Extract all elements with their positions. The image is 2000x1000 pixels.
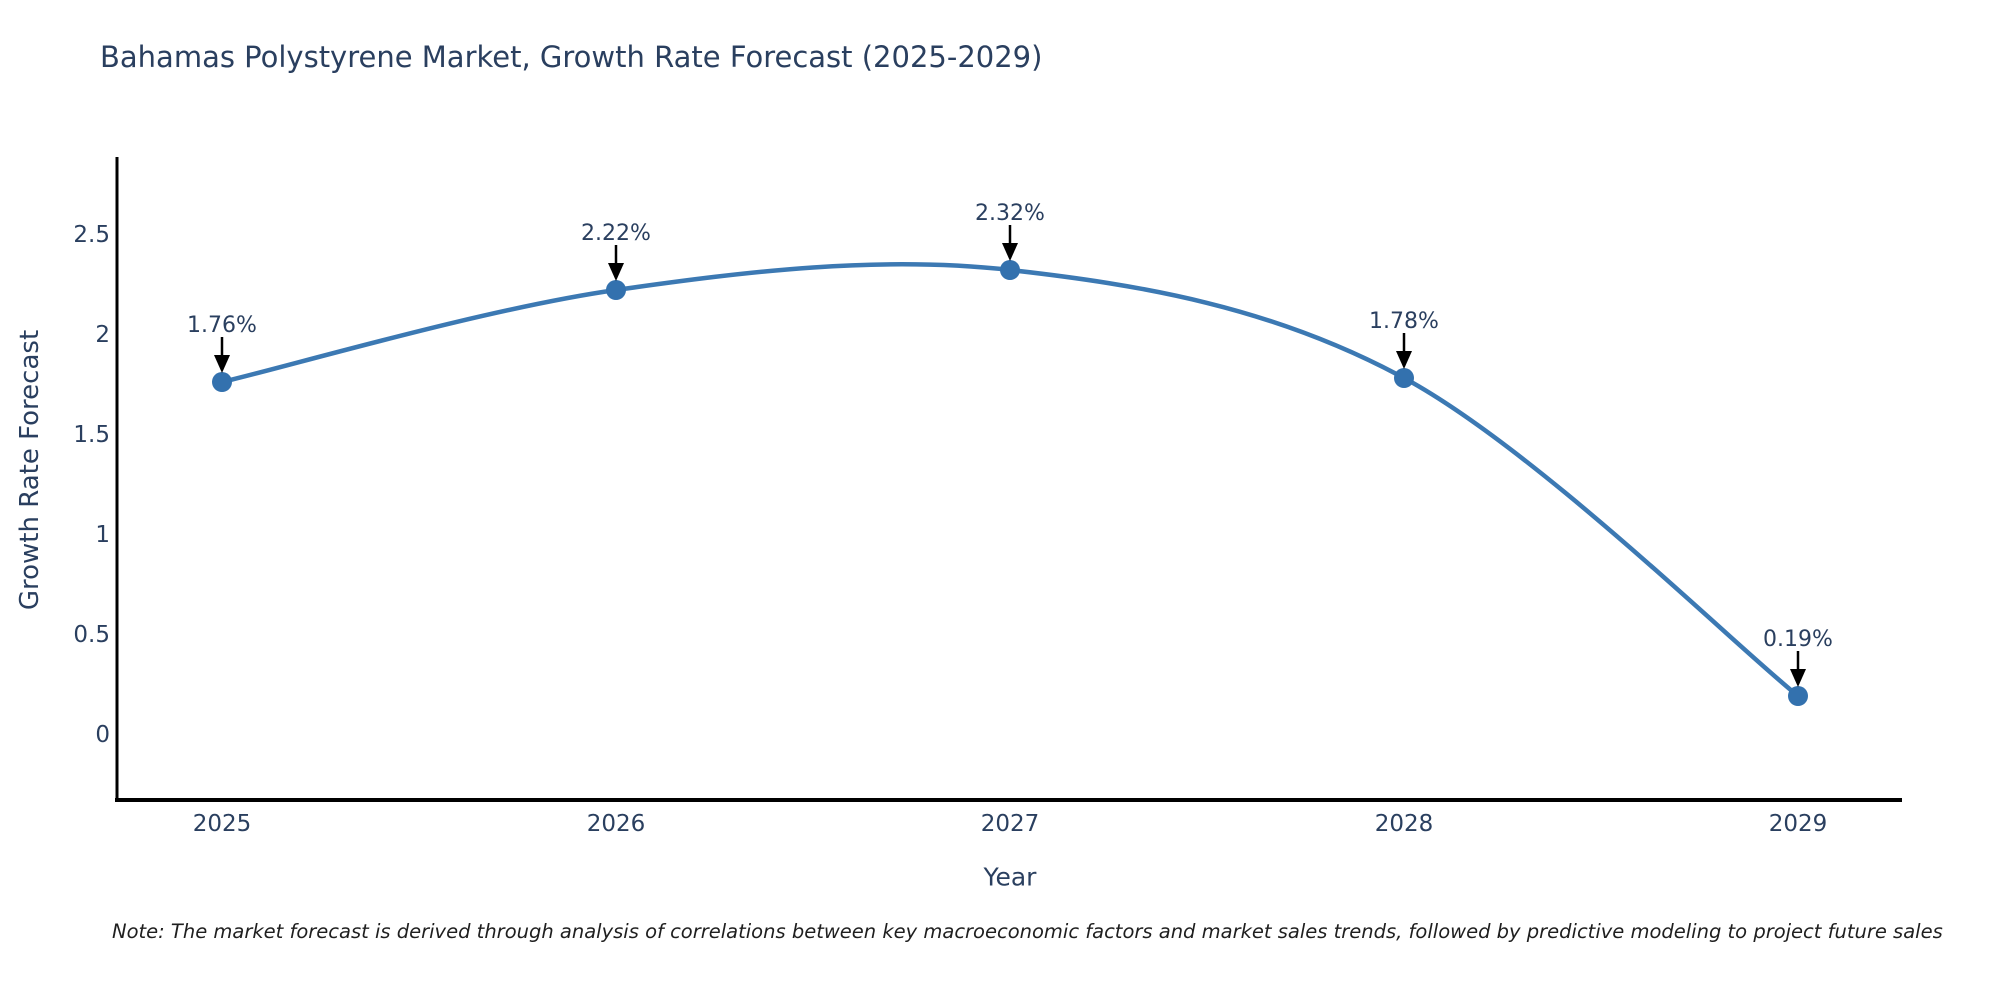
point-value-label: 2.22% — [581, 221, 651, 246]
annotation-arrow-head — [608, 263, 624, 281]
x-tick-labels: 2025 2026 2027 2028 2029 — [193, 811, 1828, 837]
y-tick-label: 2 — [95, 322, 110, 348]
data-point-marker — [212, 372, 232, 392]
point-annotation: 2.32% — [975, 201, 1045, 261]
x-tick-label: 2028 — [1375, 811, 1434, 837]
y-axis-title: Growth Rate Forecast — [15, 329, 45, 611]
data-point-markers — [212, 260, 1808, 706]
point-value-label: 1.78% — [1369, 309, 1439, 334]
data-point-marker — [606, 280, 626, 300]
y-tick-label: 1 — [95, 522, 110, 548]
y-tick-label: 1.5 — [73, 422, 110, 448]
point-value-label: 2.32% — [975, 201, 1045, 226]
y-tick-label: 2.5 — [73, 222, 110, 248]
annotation-arrow-head — [1002, 243, 1018, 261]
x-tick-label: 2027 — [981, 811, 1040, 837]
annotation-arrow-head — [1396, 351, 1412, 369]
annotation-arrow-head — [1790, 669, 1806, 687]
y-tick-label: 0 — [95, 722, 110, 748]
data-point-marker — [1000, 260, 1020, 280]
chart-title: Bahamas Polystyrene Market, Growth Rate … — [100, 40, 1043, 74]
point-annotations: 1.76% 2.22% 2.32% 1.78% 0.19% — [187, 201, 1833, 687]
point-annotation: 1.76% — [187, 313, 257, 373]
x-tick-label: 2026 — [587, 811, 646, 837]
point-value-label: 0.19% — [1763, 627, 1833, 652]
point-annotation: 0.19% — [1763, 627, 1833, 687]
data-point-marker — [1788, 686, 1808, 706]
point-value-label: 1.76% — [187, 313, 257, 338]
x-tick-label: 2025 — [193, 811, 252, 837]
y-tick-labels: 0 0.5 1 1.5 2 2.5 — [73, 222, 110, 748]
point-annotation: 2.22% — [581, 221, 651, 281]
annotation-arrow-head — [214, 355, 230, 373]
x-tick-label: 2029 — [1769, 811, 1828, 837]
forecast-line — [219, 262, 1801, 699]
x-axis-title: Year — [983, 862, 1037, 892]
data-point-marker — [1394, 368, 1414, 388]
y-tick-label: 0.5 — [73, 622, 110, 648]
note-text: Note: The market forecast is derived thr… — [112, 920, 1943, 943]
point-annotation: 1.78% — [1369, 309, 1439, 369]
